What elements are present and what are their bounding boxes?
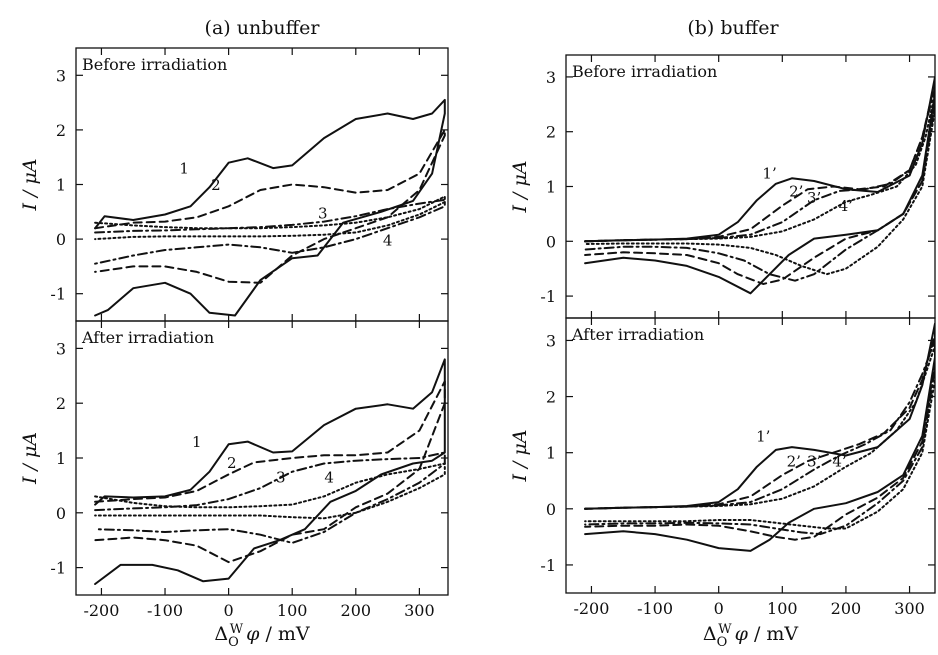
x-axis-label: ΔOW φ / mV xyxy=(703,622,799,650)
series-line-4 xyxy=(94,462,446,520)
axis-frame xyxy=(565,317,936,594)
subplot-after: -1 0 1 2 3 After irradiation I / μA 1 2 3 4 -200 -10… xyxy=(19,320,449,650)
x-tick-label: 200 xyxy=(341,601,372,620)
y-tick-label: 1 xyxy=(56,176,66,195)
series-label: 4 xyxy=(383,232,393,250)
series-group xyxy=(94,358,446,585)
subplot-after: -1 0 1 2 3 After irradiation I / μA 1’ 2’ 3’ 4’ -20… xyxy=(509,317,936,650)
series-label: 2’ xyxy=(789,182,803,200)
series-line-2 xyxy=(94,128,446,284)
y-axis-label: I / μA xyxy=(19,158,41,211)
y-tick-label: -1 xyxy=(50,285,66,304)
subplot-title: After irradiation xyxy=(571,325,704,344)
series-label: 2’ xyxy=(787,453,801,471)
x-tick-label: -100 xyxy=(147,601,183,620)
y-tick-label: 1 xyxy=(546,444,556,463)
series-label: 2 xyxy=(227,454,237,472)
y-tick-label: -1 xyxy=(50,559,66,578)
series-line-2 xyxy=(94,380,446,564)
series-label: 1’ xyxy=(762,164,776,182)
series-label: 3’ xyxy=(807,453,821,471)
y-tick-label: 3 xyxy=(56,339,66,358)
y-tick-label: 1 xyxy=(546,178,556,197)
series-line-1 xyxy=(584,75,935,295)
subplot-title: After irradiation xyxy=(81,328,214,347)
subplot-before: -1 0 1 2 3 Before irradiation I / μA 1’ 2’ 3’ 4’ xyxy=(509,54,936,319)
y-tick-label: 2 xyxy=(546,388,556,407)
y-tick-label: 0 xyxy=(56,504,66,523)
series-line-4 xyxy=(94,195,446,241)
x-tick-label: 300 xyxy=(404,601,435,620)
series-line-1 xyxy=(584,322,935,552)
y-tick-label: -1 xyxy=(540,287,556,306)
y-tick-label: 0 xyxy=(56,230,66,249)
series-line-3 xyxy=(584,339,935,536)
panel-unbuffer: (a) unbuffer -1 0 1 2 3 Before irradiation I /… xyxy=(19,17,449,650)
x-tick-label: -100 xyxy=(637,599,673,618)
x-tick-label: 0 xyxy=(714,599,724,618)
subplot-before: -1 0 1 2 3 Before irradiation I / μA 1 2 3 4 xyxy=(19,47,449,322)
y-tick-label: 1 xyxy=(56,449,66,468)
series-line-2 xyxy=(584,333,935,541)
x-tick-label: 300 xyxy=(894,599,925,618)
series-group xyxy=(94,98,446,317)
y-tick-label: -1 xyxy=(540,556,556,575)
series-label: 4 xyxy=(324,469,334,487)
x-axis-label: ΔOW φ / mV xyxy=(214,622,310,650)
y-tick-label: 3 xyxy=(546,331,556,350)
subplot-title: Before irradiation xyxy=(572,62,717,81)
series-label: 4’ xyxy=(832,453,846,471)
y-tick-label: 3 xyxy=(56,66,66,85)
series-group xyxy=(584,322,935,552)
series-line-2 xyxy=(584,81,935,285)
panel-title-unbuffer: (a) unbuffer xyxy=(205,17,321,39)
x-tick-label: 100 xyxy=(277,601,308,620)
series-line-3 xyxy=(94,451,446,544)
y-tick-label: 2 xyxy=(546,123,556,142)
y-axis-label: I / μA xyxy=(19,432,41,485)
panel-buffer: (b) buffer -1 0 1 2 3 Before irradiation I / μ… xyxy=(509,17,936,650)
panel-title-buffer: (b) buffer xyxy=(687,17,779,39)
y-tick-label: 2 xyxy=(56,394,66,413)
series-label: 3 xyxy=(276,469,286,487)
x-tick-label: 0 xyxy=(224,601,234,620)
subplot-title: Before irradiation xyxy=(82,55,227,74)
series-line-3 xyxy=(584,86,935,282)
series-label: 3 xyxy=(318,204,328,222)
series-label: 1 xyxy=(192,433,202,451)
series-label: 4’ xyxy=(839,197,853,215)
x-tick-label: 100 xyxy=(767,599,798,618)
y-axis-label: I / μA xyxy=(509,160,531,213)
y-tick-label: 2 xyxy=(56,121,66,140)
series-line-1 xyxy=(94,358,446,585)
y-tick-label: 0 xyxy=(546,500,556,519)
series-line-1 xyxy=(94,98,446,317)
x-tick-label: -200 xyxy=(83,601,119,620)
y-tick-label: 0 xyxy=(546,232,556,251)
series-line-4 xyxy=(584,92,935,276)
series-label: 1 xyxy=(179,160,189,178)
y-axis-label: I / μA xyxy=(509,429,531,482)
series-label: 2 xyxy=(211,176,221,194)
series-line-4 xyxy=(584,345,935,530)
series-label: 1’ xyxy=(756,427,770,445)
series-group xyxy=(584,75,935,295)
x-tick-label: 200 xyxy=(831,599,862,618)
x-tick-label: -200 xyxy=(573,599,609,618)
series-label: 3’ xyxy=(807,189,821,207)
y-tick-label: 3 xyxy=(546,68,556,87)
